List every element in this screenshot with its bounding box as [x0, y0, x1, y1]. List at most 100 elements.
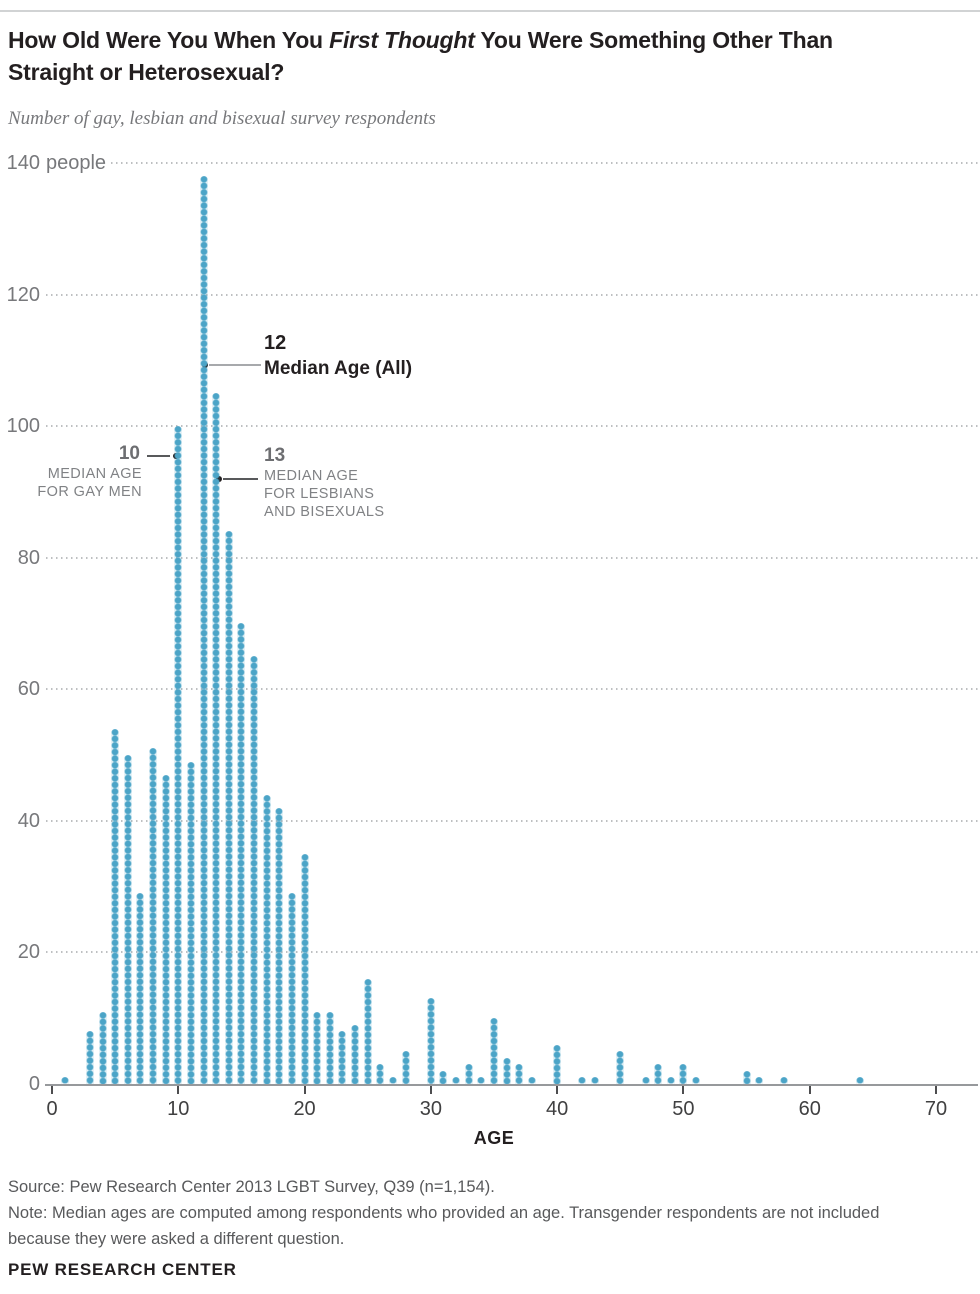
bar-age-14 [224, 531, 233, 1084]
y-axis-label-60: 60 [0, 678, 45, 701]
plot-area [0, 150, 980, 1160]
bar-age-40 [553, 1044, 562, 1084]
bar-age-18 [275, 807, 284, 1084]
bar-age-20 [300, 853, 309, 1084]
y-axis-label-80: 80 [0, 546, 45, 569]
bar-age-42 [578, 1077, 587, 1084]
gridline-y-60 [46, 688, 978, 691]
bar-age-19 [287, 893, 296, 1084]
median-all-value: 12 [264, 332, 287, 354]
median-all-label: Median Age (All) [264, 358, 413, 379]
bar-age-32 [452, 1077, 461, 1084]
bar-age-16 [250, 656, 259, 1084]
median-lesb-callout-line [223, 478, 258, 480]
x-tick-10 [177, 1086, 180, 1094]
bar-age-31 [439, 1070, 448, 1084]
page-title: How Old Were You When You First Thought … [8, 24, 972, 88]
source-text: Source: Pew Research Center 2013 LGBT Su… [8, 1178, 495, 1196]
annotation-median-gay-men: 10 MEDIAN AGE FOR GAY MEN [0, 443, 142, 501]
x-axis-label-50: 50 [672, 1098, 695, 1120]
bar-age-50 [679, 1064, 688, 1084]
title-line-1: How Old Were You When You First Thought … [8, 27, 833, 53]
top-divider-rule [0, 10, 980, 12]
bar-age-38 [527, 1077, 536, 1084]
chart-subtitle: Number of gay, lesbian and bisexual surv… [8, 108, 436, 129]
x-tick-50 [682, 1086, 685, 1094]
median-lesb-label-3: AND BISEXUALS [264, 504, 385, 520]
y-axis-label-100: 100 [0, 415, 45, 438]
bar-age-47 [641, 1077, 650, 1084]
x-axis-label-30: 30 [419, 1098, 442, 1120]
median-lesb-label-1: MEDIAN AGE [264, 468, 359, 484]
bar-age-9 [161, 774, 170, 1084]
bar-age-13 [212, 393, 221, 1084]
x-axis-label-40: 40 [546, 1098, 569, 1120]
bar-age-33 [464, 1064, 473, 1084]
x-tick-70 [935, 1086, 937, 1094]
gridline-y-100 [46, 425, 978, 428]
x-axis-line [44, 1084, 978, 1086]
bar-age-27 [388, 1077, 397, 1084]
median-lesb-value: 13 [264, 445, 286, 466]
bar-age-48 [654, 1064, 663, 1084]
bar-age-8 [149, 748, 158, 1084]
bar-age-5 [111, 728, 120, 1084]
bar-age-26 [376, 1064, 385, 1084]
bar-age-64 [856, 1077, 865, 1084]
bar-age-7 [136, 893, 145, 1084]
x-tick-20 [303, 1086, 306, 1094]
bar-age-3 [85, 1031, 94, 1084]
bar-age-56 [755, 1077, 764, 1084]
annotation-median-lesbians-bisexuals: 13 MEDIAN AGE FOR LESBIANS AND BISEXUALS [264, 445, 384, 521]
bar-age-22 [325, 1011, 334, 1084]
note-line-2: because they were asked a different ques… [8, 1230, 345, 1248]
median-gay-value: 10 [118, 443, 140, 464]
bar-age-36 [502, 1057, 511, 1084]
y-axis-label-140: 140 people [0, 151, 112, 174]
bar-age-34 [477, 1077, 486, 1084]
annotation-median-all: 12 Median Age (All) [264, 332, 412, 380]
bar-age-6 [123, 755, 132, 1084]
bar-age-15 [237, 623, 246, 1084]
bar-age-51 [692, 1077, 701, 1084]
gridline-y-40 [46, 819, 978, 822]
median-gay-label-2: FOR GAY MEN [37, 484, 142, 500]
bar-age-17 [262, 794, 271, 1084]
note-line-1: Note: Median ages are computed among res… [8, 1204, 880, 1222]
bar-age-28 [401, 1051, 410, 1084]
bar-age-25 [363, 978, 372, 1084]
bar-age-4 [98, 1011, 107, 1084]
bar-age-35 [490, 1018, 498, 1084]
y-axis-label-0: 0 [0, 1073, 45, 1095]
bar-age-12 [199, 176, 208, 1084]
title-line-2: Straight or Heterosexual? [8, 59, 285, 85]
x-tick-40 [556, 1086, 559, 1094]
bar-age-37 [515, 1064, 524, 1084]
y-axis-label-40: 40 [0, 809, 45, 832]
pew-research-center-wordmark: PEW RESEARCH CENTER [8, 1260, 237, 1279]
title-italic-phrase: First Thought [329, 27, 475, 53]
bar-age-21 [313, 1011, 322, 1084]
median-gay-label-1: MEDIAN AGE [47, 466, 142, 482]
bar-age-23 [338, 1031, 347, 1084]
bar-age-55 [742, 1070, 751, 1084]
x-tick-30 [429, 1086, 432, 1094]
x-axis-label-20: 20 [293, 1098, 316, 1120]
note-text: Note: Median ages are computed among res… [8, 1200, 972, 1252]
x-axis-label-10: 10 [167, 1098, 190, 1120]
y-axis-label-120: 120 [0, 283, 45, 306]
bar-age-43 [591, 1077, 600, 1084]
bar-age-10 [174, 426, 183, 1084]
x-axis-title: AGE [473, 1128, 515, 1148]
y-axis-unit-label: people [46, 151, 107, 174]
x-axis-label-70: 70 [924, 1098, 948, 1120]
bar-age-11 [186, 761, 195, 1084]
gridline-y-80 [46, 556, 978, 559]
bar-age-49 [666, 1077, 675, 1084]
bar-age-1 [60, 1077, 69, 1084]
median-gay-callout-line [147, 455, 170, 457]
x-axis-label-60: 60 [798, 1098, 821, 1120]
gridline-y-140 [46, 161, 978, 164]
x-tick-0 [51, 1086, 53, 1094]
